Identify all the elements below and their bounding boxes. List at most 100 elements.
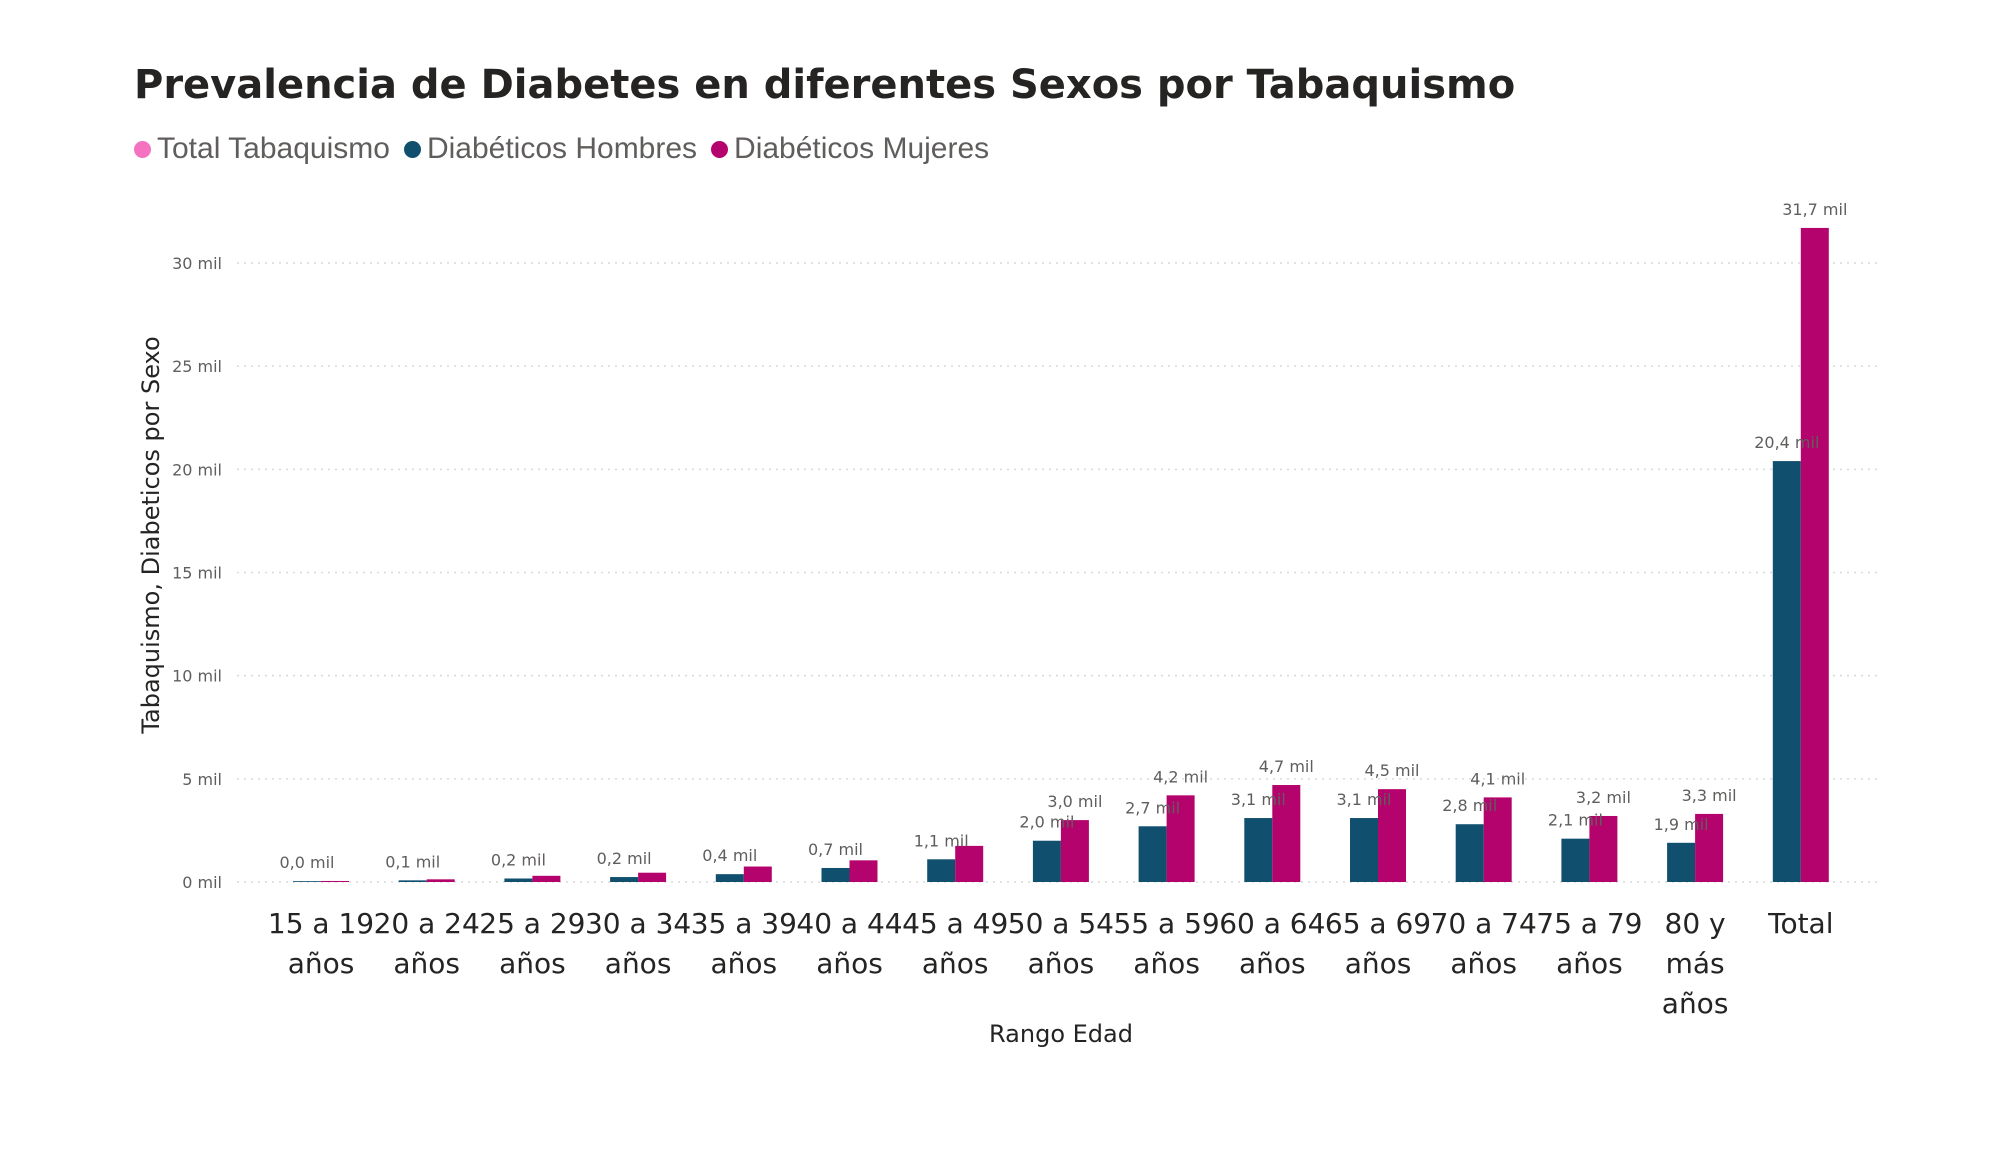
legend-item-total-tabaquismo[interactable]: Total Tabaquismo bbox=[134, 132, 390, 166]
y-tick-label: 5 mil bbox=[182, 770, 222, 789]
x-tick-label-line: 45 a 49 bbox=[902, 907, 1008, 940]
data-label-hombres: 2,1 mil bbox=[1548, 811, 1603, 830]
bar-diabeticos-hombres[interactable] bbox=[1561, 838, 1590, 882]
bar-diabeticos-mujeres[interactable] bbox=[532, 875, 561, 882]
data-label-mujeres: 31,7 mil bbox=[1782, 200, 1847, 219]
legend-dot-icon bbox=[403, 140, 421, 158]
y-tick-label: 0 mil bbox=[182, 873, 222, 892]
data-label-hombres: 1,9 mil bbox=[1654, 815, 1709, 834]
bar-diabeticos-mujeres[interactable] bbox=[321, 880, 349, 882]
bar-diabeticos-hombres[interactable] bbox=[715, 874, 744, 882]
legend-item-diabeticos-mujeres[interactable]: Diabéticos Mujeres bbox=[711, 132, 989, 166]
y-tick-label: 10 mil bbox=[172, 667, 222, 686]
y-tick-label: 15 mil bbox=[172, 564, 222, 583]
y-axis-ticks: 0 mil 5 mil 10 mil 15 mil 20 mil 25 mil 30 mil bbox=[172, 254, 222, 892]
x-tick-label-line: 75 a 79 bbox=[1536, 907, 1642, 940]
bar-diabeticos-hombres[interactable] bbox=[821, 867, 850, 882]
bar-diabeticos-mujeres[interactable] bbox=[1272, 785, 1301, 882]
bar-diabeticos-mujeres[interactable] bbox=[1060, 820, 1089, 882]
data-label-mujeres: 4,7 mil bbox=[1259, 757, 1314, 776]
legend-label: Diabéticos Hombres bbox=[426, 132, 698, 165]
x-tick-label-line: años bbox=[1450, 947, 1517, 980]
bar-diabeticos-hombres[interactable] bbox=[1138, 826, 1167, 882]
x-tick-label-line: 60 a 64 bbox=[1219, 907, 1325, 940]
chart-title: Prevalencia de Diabetes en diferentes Se… bbox=[134, 62, 1516, 108]
x-tick-label-line: 40 a 44 bbox=[796, 907, 902, 940]
bar-diabeticos-hombres[interactable] bbox=[1667, 842, 1696, 882]
data-label-hombres: 20,4 mil bbox=[1754, 433, 1819, 452]
bar-diabeticos-hombres[interactable] bbox=[610, 877, 639, 882]
x-tick-label: 40 a 44 años bbox=[796, 907, 902, 980]
bar-diabeticos-hombres[interactable] bbox=[1350, 818, 1378, 882]
data-label-mujeres: 3,3 mil bbox=[1682, 786, 1737, 805]
bar-diabeticos-mujeres[interactable] bbox=[955, 845, 984, 882]
x-tick-label-line: años bbox=[1556, 947, 1623, 980]
data-label-hombres: 1,1 mil bbox=[914, 831, 969, 850]
bar-diabeticos-hombres[interactable] bbox=[1244, 818, 1273, 882]
bar-diabeticos-hombres[interactable] bbox=[398, 880, 427, 882]
x-tick-label-line: años bbox=[605, 947, 672, 980]
x-tick-label-line: 50 a 54 bbox=[1008, 907, 1114, 940]
x-tick-label-line: años bbox=[1133, 947, 1200, 980]
data-label-mujeres: 4,5 mil bbox=[1364, 761, 1419, 780]
x-tick-label-line: 35 a 39 bbox=[691, 907, 797, 940]
legend: Total Tabaquismo Diabéticos Hombres Diab… bbox=[134, 132, 1003, 166]
bar-diabeticos-hombres[interactable] bbox=[1032, 840, 1061, 882]
x-tick-label-line: años bbox=[1345, 947, 1412, 980]
bars bbox=[293, 227, 1829, 882]
legend-dot-icon bbox=[134, 140, 151, 158]
x-tick-label-line: años bbox=[288, 947, 355, 980]
legend-label: Diabéticos Mujeres bbox=[734, 132, 990, 165]
data-label-hombres: 2,8 mil bbox=[1442, 796, 1497, 815]
y-tick-label: 30 mil bbox=[172, 254, 222, 273]
x-tick-label-line: años bbox=[499, 947, 566, 980]
data-labels: 0,0 mil 0,1 mil 0,2 mil 0,2 mil 0,4 mil 0,7 m… bbox=[279, 200, 1847, 872]
x-tick-label: 35 a 39 años bbox=[691, 907, 797, 980]
bar-diabeticos-hombres[interactable] bbox=[927, 859, 956, 882]
bar-diabeticos-hombres[interactable] bbox=[1772, 461, 1801, 882]
x-tick-label: 45 a 49 años bbox=[902, 907, 1008, 980]
x-tick-label-line: 30 a 34 bbox=[585, 907, 691, 940]
bar-diabeticos-hombres[interactable] bbox=[293, 881, 321, 882]
x-tick-label: 65 a 69 años bbox=[1325, 907, 1431, 980]
x-tick-label-line: 80 y bbox=[1665, 907, 1726, 940]
bar-diabeticos-mujeres[interactable] bbox=[426, 879, 455, 882]
x-tick-label-line: 65 a 69 bbox=[1325, 907, 1431, 940]
y-tick-label: 25 mil bbox=[172, 357, 222, 376]
bar-diabeticos-mujeres[interactable] bbox=[1589, 815, 1618, 882]
data-label-hombres: 2,7 mil bbox=[1125, 798, 1180, 817]
y-tick-label: 20 mil bbox=[172, 460, 222, 479]
x-tick-label: 60 a 64 años bbox=[1219, 907, 1325, 980]
x-tick-label-line: más bbox=[1666, 947, 1725, 980]
x-tick-label-line: años bbox=[393, 947, 460, 980]
y-axis-title: Tabaquismo, Diabeticos por Sexo bbox=[137, 336, 165, 734]
data-label-mujeres: 4,1 mil bbox=[1470, 769, 1525, 788]
x-tick-label-line: 70 a 74 bbox=[1431, 907, 1537, 940]
x-tick-label: 70 a 74 años bbox=[1431, 907, 1537, 980]
x-tick-label-line: 55 a 59 bbox=[1113, 907, 1219, 940]
bar-diabeticos-mujeres[interactable] bbox=[743, 866, 772, 882]
data-label-hombres: 0,0 mil bbox=[279, 853, 334, 872]
gridlines bbox=[237, 262, 1880, 883]
bar-diabeticos-mujeres[interactable] bbox=[1166, 795, 1195, 882]
x-tick-label-line: años bbox=[1028, 947, 1095, 980]
x-axis-title: Rango Edad bbox=[989, 1020, 1133, 1048]
bar-diabeticos-mujeres[interactable] bbox=[1695, 813, 1724, 882]
bar-diabeticos-mujeres[interactable] bbox=[1800, 227, 1829, 882]
bar-diabeticos-mujeres[interactable] bbox=[638, 872, 667, 882]
bar-diabeticos-mujeres[interactable] bbox=[1483, 797, 1512, 882]
legend-item-diabeticos-hombres[interactable]: Diabéticos Hombres bbox=[403, 132, 698, 166]
bar-diabeticos-mujeres[interactable] bbox=[849, 860, 878, 882]
bar-diabeticos-hombres[interactable] bbox=[504, 878, 533, 882]
bar-diabeticos-mujeres[interactable] bbox=[1378, 789, 1406, 882]
x-tick-label-line: años bbox=[1662, 987, 1729, 1020]
x-tick-label-line: años bbox=[816, 947, 883, 980]
bar-diabeticos-hombres[interactable] bbox=[1455, 824, 1484, 882]
data-label-hombres: 0,2 mil bbox=[597, 849, 652, 868]
x-tick-label: 15 a 19 años bbox=[268, 907, 374, 980]
x-tick-label-line: 20 a 24 bbox=[374, 907, 480, 940]
data-label-hombres: 0,7 mil bbox=[808, 840, 863, 859]
data-label-hombres: 3,1 mil bbox=[1231, 790, 1286, 809]
